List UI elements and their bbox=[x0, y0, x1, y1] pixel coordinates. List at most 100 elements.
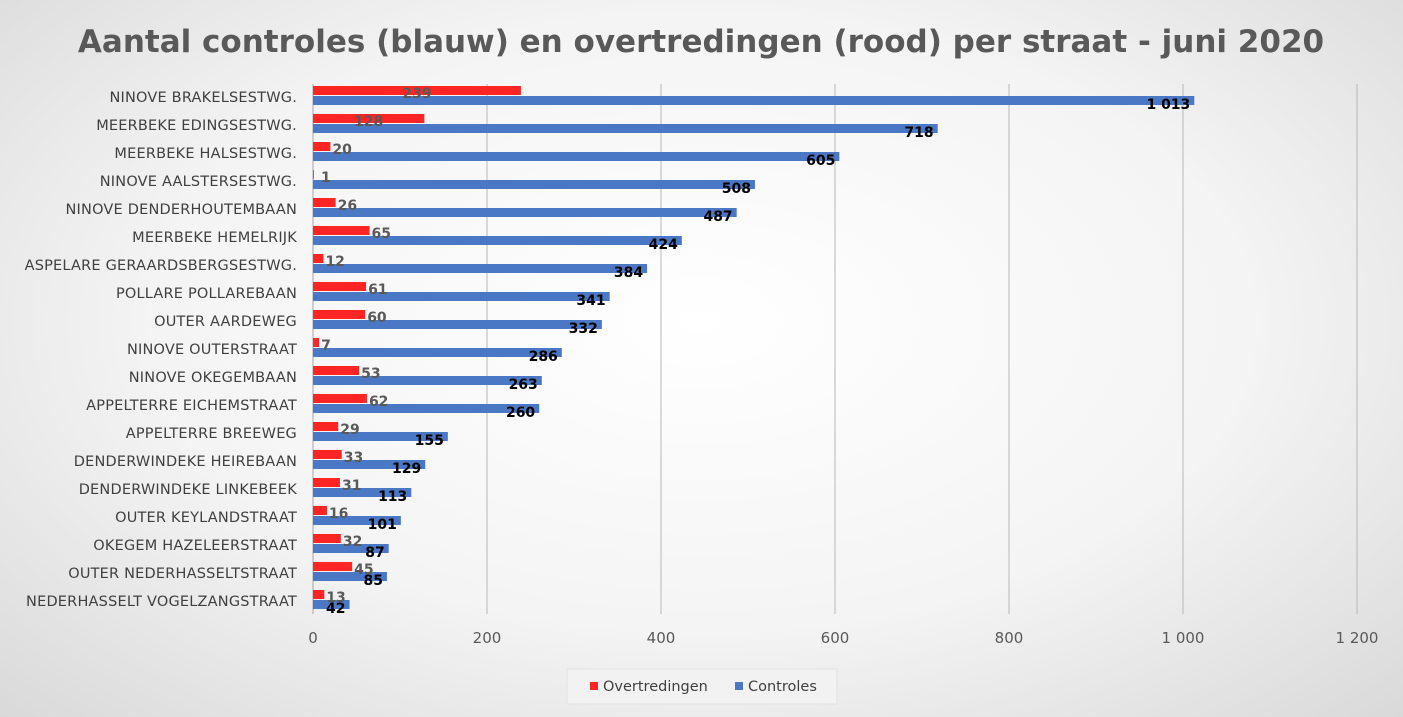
data-label-controles: 286 bbox=[529, 349, 558, 365]
data-label-controles: 260 bbox=[506, 405, 535, 421]
x-tick-label: 200 bbox=[473, 629, 502, 647]
data-label-controles: 42 bbox=[326, 601, 345, 617]
data-label-controles: 508 bbox=[722, 181, 751, 197]
data-label-controles: 384 bbox=[614, 265, 643, 281]
bar-controles bbox=[313, 460, 426, 469]
bar-controles bbox=[313, 600, 350, 609]
bar-controles bbox=[313, 320, 602, 329]
category-label: ASPELARE GERAARDSBERGSESTWG. bbox=[25, 258, 297, 274]
x-axis-tick-labels: 0 200 400 600 800 1 000 1 200 bbox=[308, 629, 1378, 647]
data-label-overtredingen: 13 bbox=[326, 590, 345, 606]
data-label-overtredingen: 32 bbox=[343, 534, 362, 550]
bar-overtredingen bbox=[313, 450, 342, 459]
bar-controles bbox=[313, 488, 412, 497]
bar-overtredingen bbox=[313, 394, 367, 403]
category-label: OUTER AARDEWEG bbox=[154, 314, 297, 330]
bar-overtredingen bbox=[313, 198, 336, 207]
category-label: APPELTERRE BREEWEG bbox=[126, 426, 297, 442]
category-label: MEERBEKE EDINGSESTWG. bbox=[96, 118, 297, 134]
data-label-overtredingen: 61 bbox=[368, 282, 387, 298]
data-label-overtredingen: 53 bbox=[361, 366, 380, 382]
x-tick-label: 400 bbox=[647, 629, 676, 647]
bar-overtredingen bbox=[313, 310, 366, 319]
data-label-overtredingen: 60 bbox=[367, 310, 387, 326]
data-label-overtredingen: 29 bbox=[340, 422, 359, 438]
data-label-overtredingen: 65 bbox=[372, 226, 391, 242]
category-label: NINOVE BRAKELSESTWG. bbox=[109, 90, 297, 106]
bar-overtredingen bbox=[313, 422, 339, 431]
legend-swatch-controles bbox=[735, 682, 743, 690]
data-label-controles: 487 bbox=[703, 209, 732, 225]
data-label-controles: 718 bbox=[904, 125, 933, 141]
category-label: DENDERWINDEKE LINKEBEEK bbox=[79, 482, 298, 498]
bar-controles bbox=[313, 516, 401, 525]
data-labels: 239 1 013 128 718 20 605 1 508 26 487 65 424 12 384 61… bbox=[321, 86, 1190, 617]
category-label: POLLARE POLLAREBAAN bbox=[116, 286, 297, 302]
bar-controles bbox=[313, 544, 389, 553]
legend-box bbox=[566, 668, 838, 705]
bar-controles bbox=[313, 124, 938, 133]
category-label: NEDERHASSELT VOGELZANGSTRAAT bbox=[26, 594, 297, 610]
bar-overtredingen bbox=[313, 114, 425, 123]
bar-controles bbox=[313, 152, 840, 161]
category-label: NINOVE OUTERSTRAAT bbox=[127, 342, 297, 358]
bar-overtredingen bbox=[313, 590, 325, 599]
category-label: NINOVE DENDERHOUTEMBAAN bbox=[66, 202, 298, 218]
data-label-overtredingen: 7 bbox=[321, 338, 331, 354]
x-tick-label: 0 bbox=[308, 629, 318, 647]
bar-overtredingen bbox=[313, 506, 327, 515]
data-label-controles: 155 bbox=[415, 433, 444, 449]
bar-controles bbox=[313, 572, 387, 581]
bar-overtredingen bbox=[313, 338, 320, 347]
data-label-controles: 332 bbox=[569, 321, 598, 337]
data-label-controles: 113 bbox=[378, 489, 407, 505]
bar-overtredingen bbox=[313, 534, 341, 543]
legend-swatch-overtredingen bbox=[590, 682, 598, 690]
x-tick-label: 1 000 bbox=[1162, 629, 1205, 647]
x-tick-label: 1 200 bbox=[1336, 629, 1379, 647]
category-label: OUTER NEDERHASSELTSTRAAT bbox=[68, 566, 297, 582]
bar-overtredingen bbox=[313, 142, 331, 151]
data-label-controles: 341 bbox=[576, 293, 605, 309]
legend-label-controles: Controles bbox=[748, 679, 817, 695]
category-label: OKEGEM HAZELEERSTRAAT bbox=[93, 538, 297, 554]
bar-overtredingen bbox=[313, 562, 353, 571]
bar-controles bbox=[313, 264, 648, 273]
category-label: MEERBEKE HEMELRIJK bbox=[132, 230, 297, 246]
data-label-controles: 85 bbox=[363, 573, 382, 589]
data-label-overtredingen: 62 bbox=[369, 394, 388, 410]
data-label-controles: 101 bbox=[368, 517, 397, 533]
bar-controles bbox=[313, 180, 755, 189]
bar-overtredingen bbox=[313, 170, 314, 179]
bar-controles bbox=[313, 96, 1195, 105]
data-label-controles: 605 bbox=[806, 153, 835, 169]
bar-controles bbox=[313, 208, 737, 217]
category-label: NINOVE AALSTERSESTWG. bbox=[100, 174, 297, 190]
data-label-overtredingen: 26 bbox=[338, 198, 357, 214]
data-label-controles: 424 bbox=[649, 237, 678, 253]
bar-controles bbox=[313, 236, 682, 245]
bar-overtredingen bbox=[313, 366, 360, 375]
data-label-overtredingen: 45 bbox=[354, 562, 373, 578]
x-tick-label: 800 bbox=[995, 629, 1024, 647]
data-label-controles: 1 013 bbox=[1146, 97, 1190, 113]
bar-overtredingen bbox=[313, 226, 370, 235]
bars-layer bbox=[313, 86, 1195, 609]
bar-controles bbox=[313, 404, 540, 413]
data-label-overtredingen: 1 bbox=[321, 170, 331, 186]
bar-controles bbox=[313, 348, 562, 357]
category-label: MEERBEKE HALSESTWG. bbox=[114, 146, 297, 162]
x-tick-label: 600 bbox=[821, 629, 850, 647]
category-label: DENDERWINDEKE HEIREBAAN bbox=[74, 454, 297, 470]
bar-controles bbox=[313, 292, 610, 301]
legend-label-overtredingen: Overtredingen bbox=[603, 679, 708, 695]
data-label-controles: 263 bbox=[509, 377, 538, 393]
grid-layer bbox=[312, 84, 1358, 614]
data-label-overtredingen: 31 bbox=[342, 478, 361, 494]
data-label-controles: 87 bbox=[365, 545, 384, 561]
category-label: APPELTERRE EICHEMSTRAAT bbox=[86, 398, 297, 414]
category-label: NINOVE OKEGEMBAAN bbox=[129, 370, 297, 386]
data-label-controles: 129 bbox=[392, 461, 421, 477]
